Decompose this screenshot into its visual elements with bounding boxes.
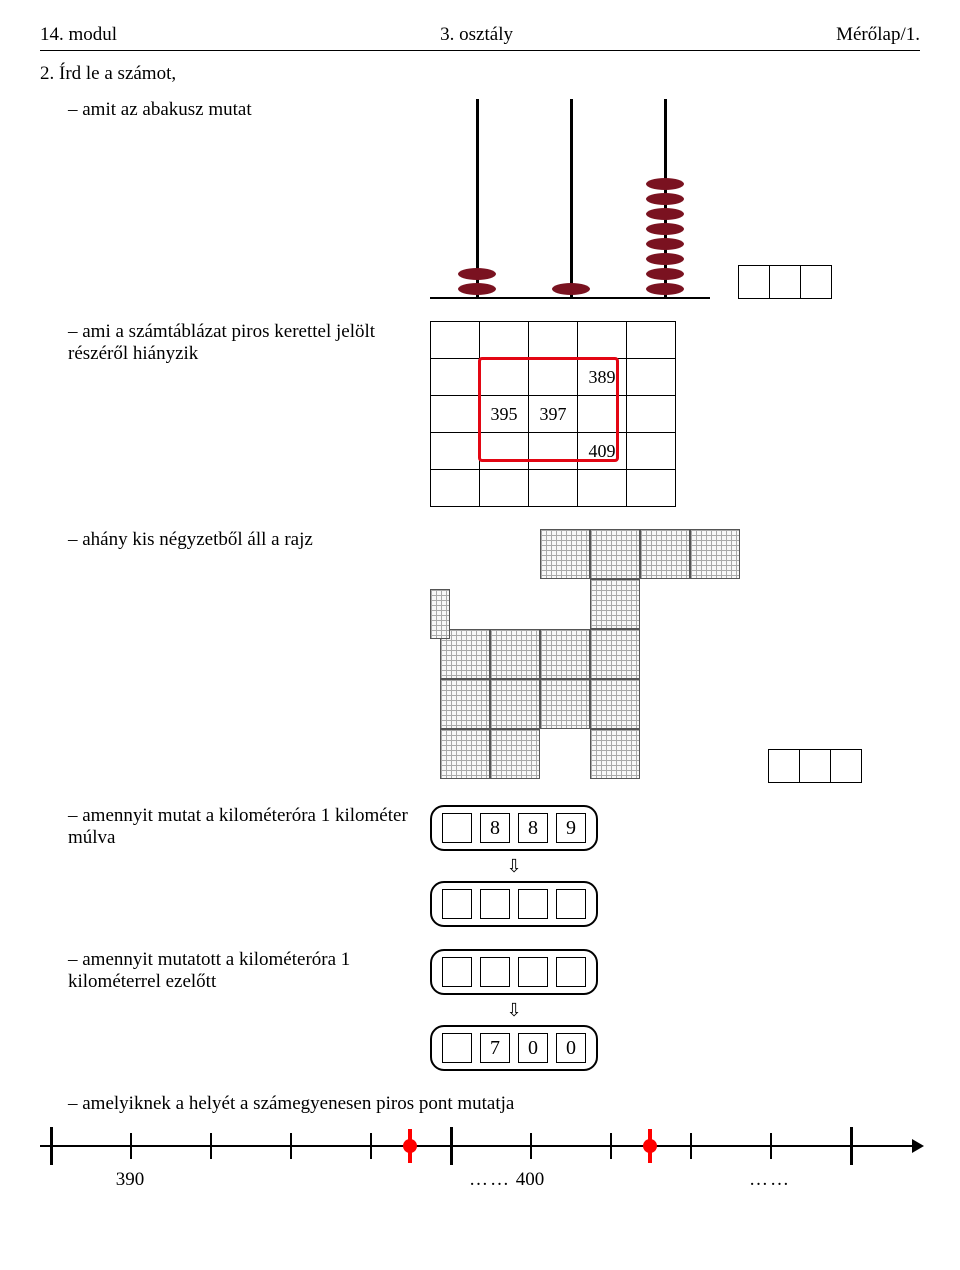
odometer-plus: 889 ⇩ xyxy=(430,805,598,927)
sub-item-numberline: – amelyiknek a helyét a számegyenesen pi… xyxy=(68,1093,920,1115)
odometer-display-top: 889 xyxy=(430,805,598,851)
arrow-right-icon xyxy=(912,1139,924,1153)
sub-item-odometer-plus: – amennyit mutat a kilométeróra 1 kilomé… xyxy=(68,805,430,849)
down-arrow-icon: ⇩ xyxy=(506,1001,521,1019)
odometer-display-bottom[interactable] xyxy=(430,881,598,927)
sub-item-numtable: – ami a számtáblázat piros kerettel jelö… xyxy=(68,321,430,365)
header-right: Mérőlap/1. xyxy=(836,24,920,46)
answer-boxes-dog[interactable] xyxy=(768,749,862,783)
question-title: 2. Írd le a számot, xyxy=(40,63,920,85)
answer-boxes-abacus[interactable] xyxy=(738,265,832,299)
abacus-figure xyxy=(430,99,710,299)
sub-item-odometer-minus: – amennyit mutatott a kilométeróra 1 kil… xyxy=(68,949,430,993)
number-table: 389395397409 xyxy=(430,321,676,507)
page-header: 14. modul 3. osztály Mérőlap/1. xyxy=(40,24,920,51)
sub-item-abacus: – amit az abakusz mutat xyxy=(68,99,430,121)
dog-grid-figure xyxy=(430,529,744,783)
number-line: 390……400…… xyxy=(40,1127,920,1179)
header-center: 3. osztály xyxy=(440,24,513,46)
sub-item-dog: – ahány kis négyzetből áll a rajz xyxy=(68,529,430,551)
red-frame xyxy=(478,357,619,462)
odometer-display-top-2[interactable] xyxy=(430,949,598,995)
odometer-display-bottom-2: 700 xyxy=(430,1025,598,1071)
odometer-minus: ⇩ 700 xyxy=(430,949,598,1071)
header-left: 14. modul xyxy=(40,24,117,46)
down-arrow-icon: ⇩ xyxy=(506,857,521,875)
